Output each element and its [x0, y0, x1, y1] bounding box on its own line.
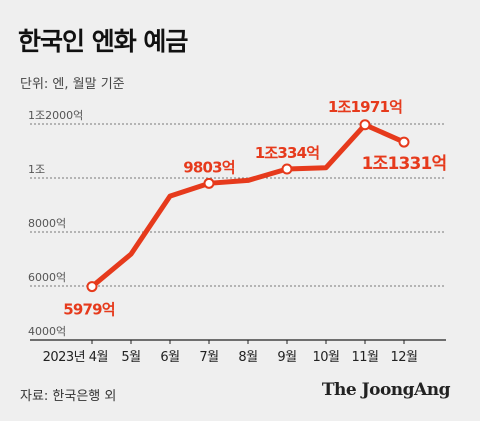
series-line	[89, 122, 407, 290]
chart-title: 한국인 엔화 예금	[18, 27, 188, 56]
data-point-marker	[359, 119, 371, 131]
x-tick-label: 10월	[312, 350, 339, 365]
x-tick-label: 7월	[199, 350, 218, 365]
data-point-marker	[86, 281, 98, 293]
data-label: 9803억	[183, 158, 235, 176]
y-tick-label: 1조	[28, 163, 45, 176]
data-point-marker	[281, 163, 293, 175]
x-tick-label: 2023년 4월	[43, 350, 108, 365]
y-tick-label: 1조2000억	[28, 109, 83, 122]
brand-logo: The JoongAng	[321, 380, 451, 400]
source-note: 자료: 한국은행 외	[20, 389, 117, 404]
data-label: 1조334억	[255, 144, 320, 162]
data-point-marker	[203, 177, 215, 189]
data-label: 5979억	[63, 301, 115, 319]
y-tick-label: 8000억	[28, 217, 66, 230]
x-tick-label: 9월	[277, 350, 296, 365]
x-tick-label: 12월	[390, 350, 417, 365]
x-tick-label: 8월	[238, 350, 257, 365]
data-label: 1조1971억	[328, 98, 402, 116]
unit-note: 단위: 엔, 월말 기준	[20, 77, 125, 92]
x-tick-label: 11월	[351, 350, 378, 365]
data-label: 1조1331억	[362, 154, 447, 174]
data-point-marker	[398, 136, 410, 148]
y-tick-label: 6000억	[28, 271, 66, 284]
x-tick-label: 6월	[160, 350, 179, 365]
x-tick-label: 5월	[121, 350, 140, 365]
y-tick-label: 4000억	[28, 325, 66, 338]
